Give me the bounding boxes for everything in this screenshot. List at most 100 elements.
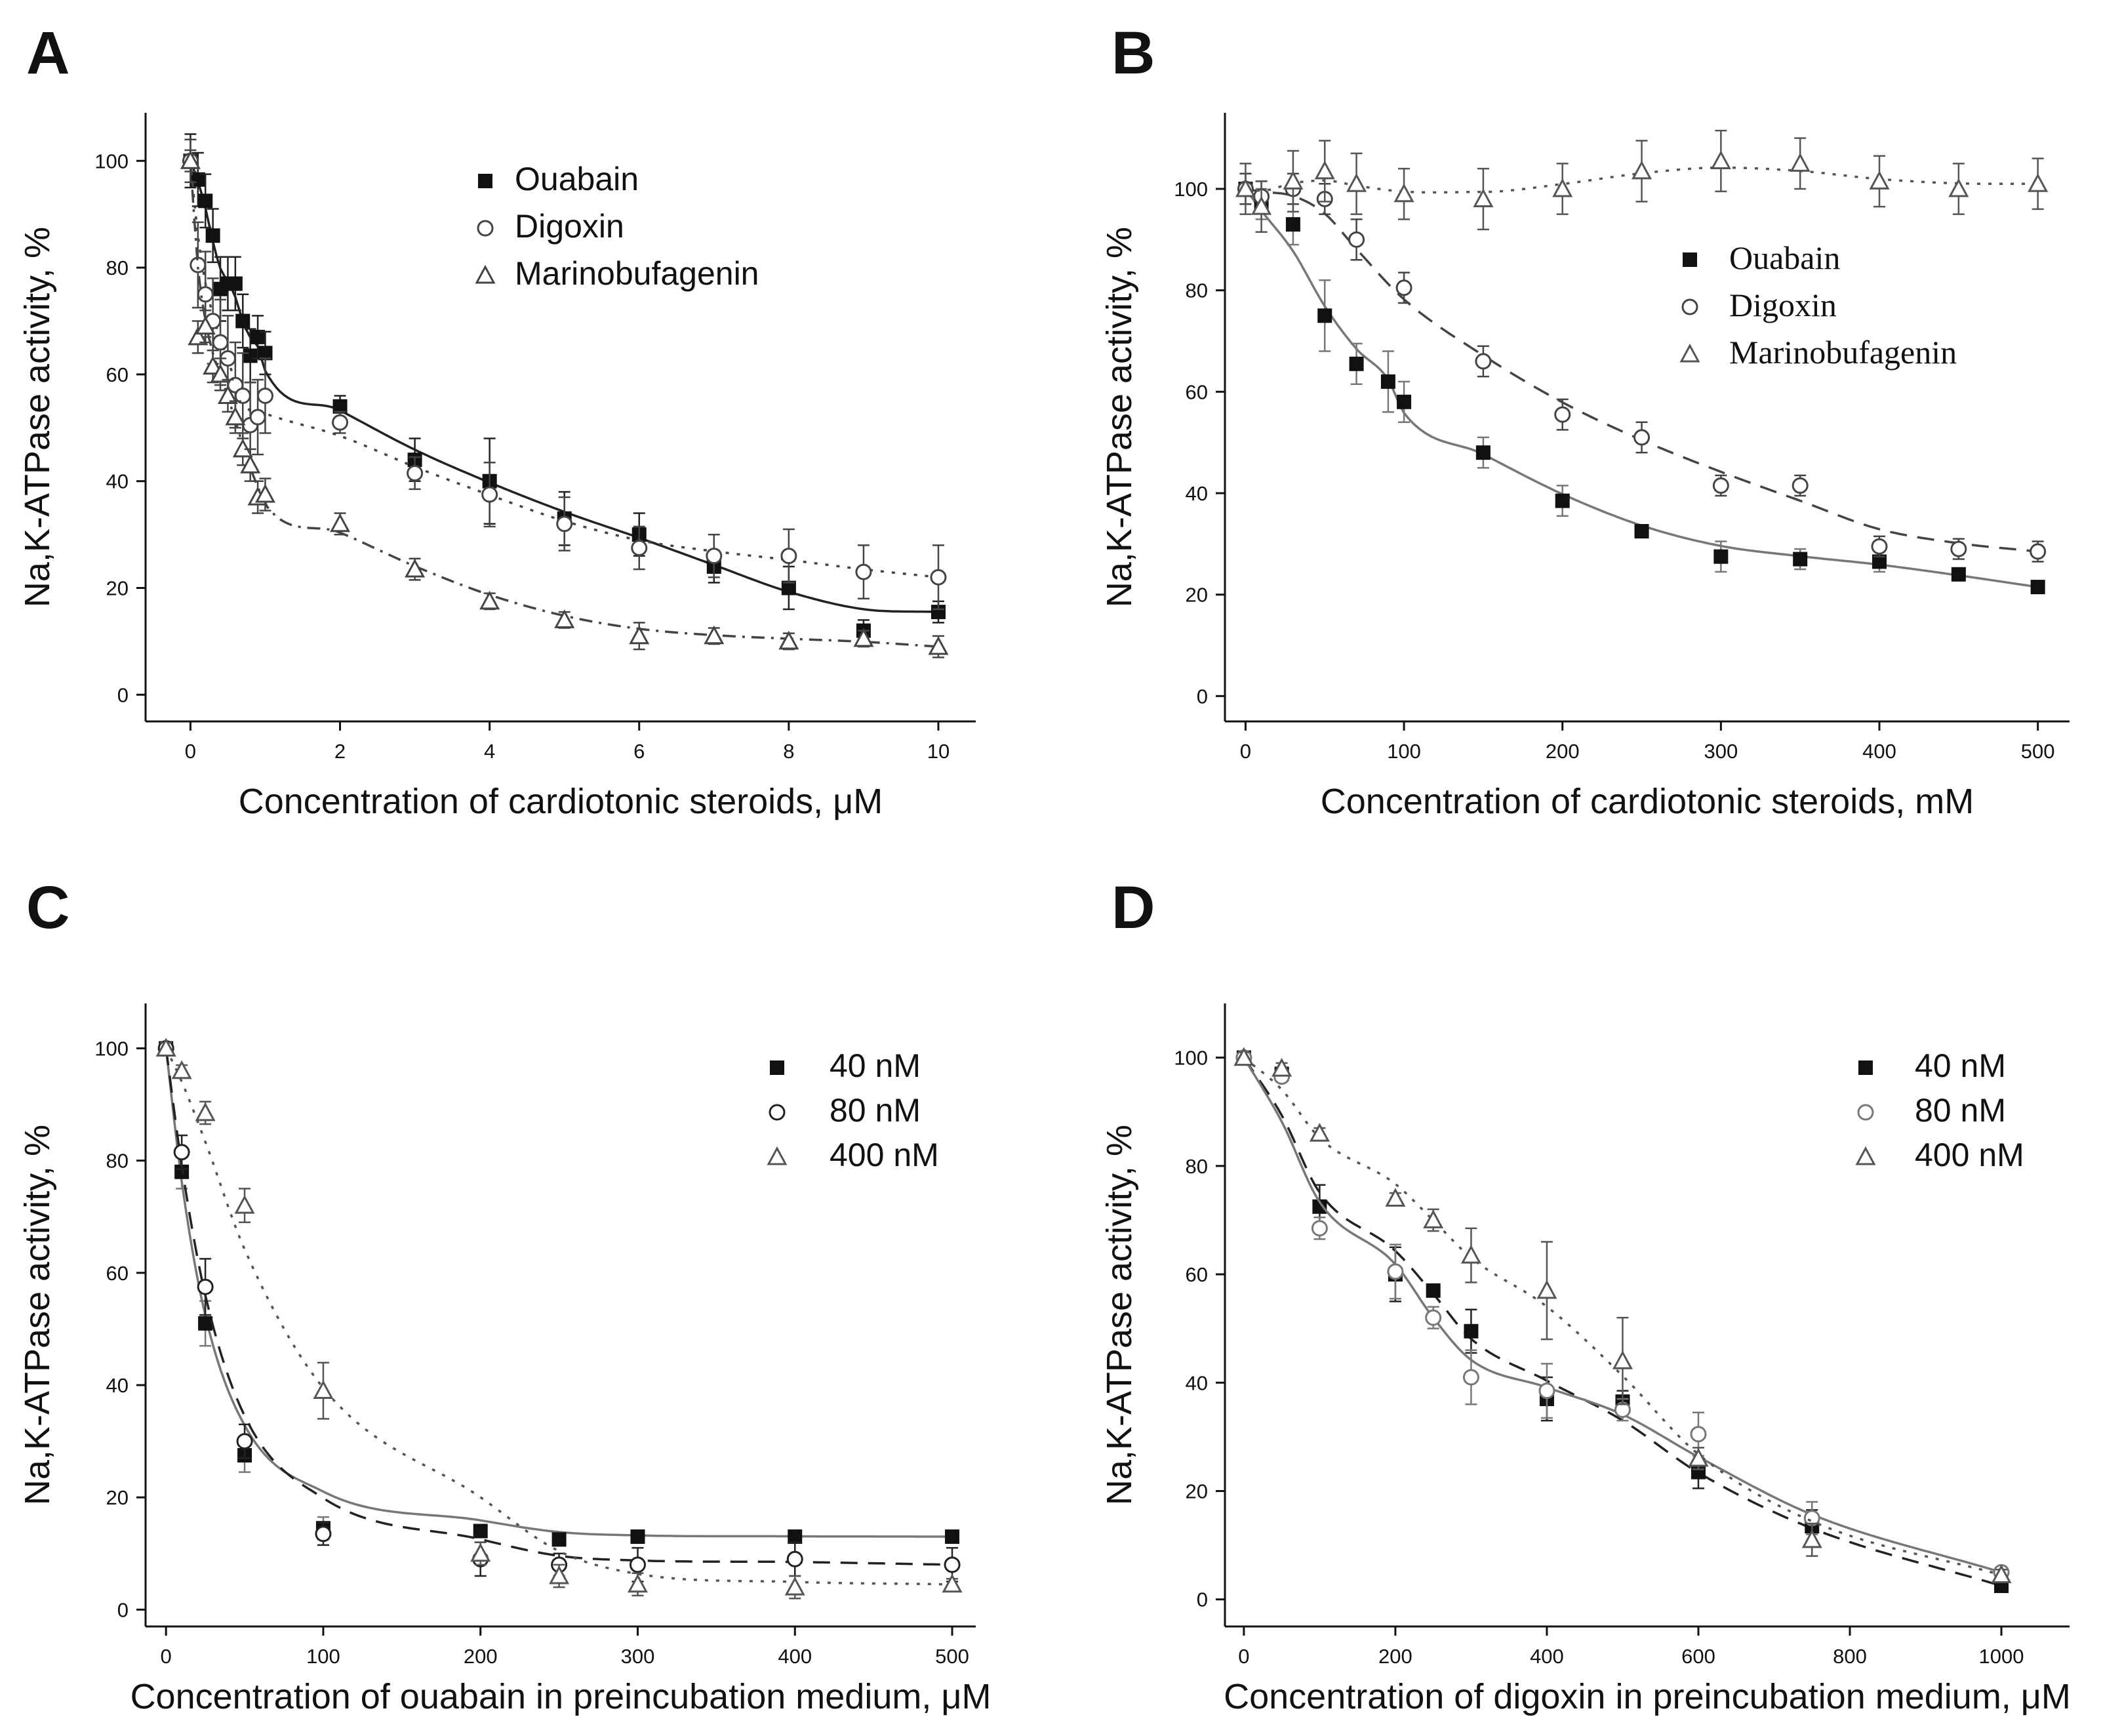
data-point-circle	[706, 548, 723, 565]
series-marinobufagenin	[180, 149, 949, 658]
x-tick-label: 4	[484, 740, 495, 763]
data-point-triangle	[1283, 171, 1304, 190]
y-axis-title: Na,K-ATPase activity, %	[1100, 1125, 1139, 1505]
legend-entry: 40 nM	[770, 1047, 921, 1084]
data-point-triangle	[1801, 1529, 1822, 1548]
y-tick-label: 40	[106, 470, 129, 493]
data-point-circle	[769, 1104, 786, 1121]
series-400-nm	[155, 1038, 963, 1600]
data-point-circle	[1387, 1263, 1404, 1280]
legend-entry: 400 nM	[1855, 1137, 2024, 1173]
legend-entry: 400 nM	[767, 1137, 939, 1173]
data-point-triangle	[210, 363, 231, 383]
chart-panel-C: C 0 100 200 300 400 500 0 20 40 60 80 100 Concentrati…	[18, 874, 991, 1716]
data-point-triangle	[1869, 171, 1890, 190]
data-point-triangle	[195, 1102, 216, 1121]
data-point-triangle	[1855, 1146, 1876, 1165]
data-point-square	[1634, 524, 1649, 538]
data-point-triangle	[195, 315, 216, 335]
legend-label: 80 nM	[1915, 1092, 2006, 1129]
data-point-square	[1951, 567, 1966, 582]
data-point-triangle	[1948, 178, 1969, 197]
fit-curve	[1243, 1057, 2002, 1574]
data-point-triangle	[1710, 150, 1731, 169]
data-point-circle	[315, 1525, 332, 1543]
data-point-triangle	[1423, 1209, 1444, 1228]
x-tick-label: 600	[1681, 1645, 1715, 1668]
y-tick-label: 20	[1186, 1480, 1208, 1503]
x-tick-label: 800	[1833, 1645, 1867, 1668]
x-tick-label: 6	[633, 740, 645, 763]
data-point-circle	[1311, 1220, 1328, 1237]
data-point-triangle	[784, 1576, 805, 1596]
data-point-triangle	[254, 483, 276, 503]
data-point-square	[788, 1529, 803, 1544]
y-tick-label: 20	[106, 576, 129, 599]
series-marinobufagenin	[1235, 129, 2049, 233]
data-point-square	[551, 1532, 567, 1547]
data-point-triangle	[155, 1038, 176, 1057]
data-point-square	[1691, 1464, 1706, 1480]
x-tick-label: 0	[185, 740, 196, 763]
legend-label: 400 nM	[830, 1137, 939, 1173]
data-point-triangle	[1346, 173, 1367, 192]
data-point-square	[205, 228, 220, 243]
y-tick-label: 100	[1174, 1047, 1208, 1070]
panel-letter: C	[26, 874, 70, 941]
chart-panel-D: D 0 200 400 600 800 1000 0 20 40 60 80 100 Concentrat…	[1100, 874, 2071, 1716]
data-point-square	[1312, 1199, 1327, 1214]
data-point-square	[1475, 445, 1491, 460]
series-80-nm	[1235, 1049, 2010, 1581]
x-tick-label: 2	[334, 740, 346, 763]
legend-entry: Marinobufagenin	[1679, 334, 1957, 371]
data-point-square	[228, 276, 243, 291]
data-point-square	[1858, 1060, 1873, 1075]
data-point-circle	[1871, 538, 1888, 555]
data-point-square	[243, 348, 258, 363]
fit-curve	[189, 161, 939, 648]
panel-letter: D	[1111, 874, 1155, 941]
data-point-circle	[1554, 406, 1571, 423]
x-tick-label: 200	[464, 1645, 498, 1668]
legend-entry: Digoxin	[1681, 287, 1837, 323]
legend-entry: Ouabain	[1683, 239, 1840, 276]
x-tick-label: 300	[1704, 740, 1738, 763]
x-tick-label: 400	[1530, 1645, 1564, 1668]
data-point-square	[473, 1524, 488, 1539]
x-tick-label: 0	[1240, 740, 1251, 763]
data-point-triangle	[1536, 1280, 1557, 1299]
data-point-triangle	[1460, 1244, 1481, 1264]
legend-label: 40 nM	[830, 1047, 921, 1084]
legend-entry: 40 nM	[1858, 1047, 2006, 1084]
data-point-triangle	[1688, 1447, 1709, 1467]
x-tick-label: 10	[927, 740, 950, 763]
data-point-triangle	[2028, 173, 2049, 192]
data-point-circle	[1712, 477, 1729, 494]
data-point-square	[478, 174, 492, 188]
data-point-triangle	[240, 454, 261, 474]
data-point-triangle	[627, 1573, 649, 1593]
legend-entry: 80 nM	[769, 1092, 921, 1129]
data-point-circle	[1462, 1369, 1479, 1386]
data-point-triangle	[704, 625, 725, 645]
data-point-circle	[1538, 1383, 1555, 1400]
x-tick-label: 500	[2021, 740, 2055, 763]
y-tick-label: 60	[1186, 1263, 1208, 1286]
fit-curve	[165, 1047, 953, 1586]
data-point-circle	[197, 286, 214, 303]
data-point-triangle	[853, 628, 874, 647]
data-point-square	[258, 346, 273, 361]
y-tick-label: 80	[1186, 279, 1208, 302]
data-point-circle	[197, 1278, 214, 1295]
legend-label: Marinobufagenin	[515, 255, 759, 292]
data-point-circle	[631, 539, 648, 556]
data-point-triangle	[475, 264, 496, 284]
data-point-triangle	[1473, 188, 1494, 207]
legend-label: 80 nM	[830, 1092, 921, 1129]
data-point-triangle	[1679, 343, 1700, 363]
x-tick-label: 8	[783, 740, 794, 763]
y-tick-label: 80	[1186, 1155, 1208, 1178]
y-tick-label: 80	[106, 256, 129, 279]
data-point-square	[198, 193, 213, 209]
data-point-circle	[173, 1144, 190, 1161]
